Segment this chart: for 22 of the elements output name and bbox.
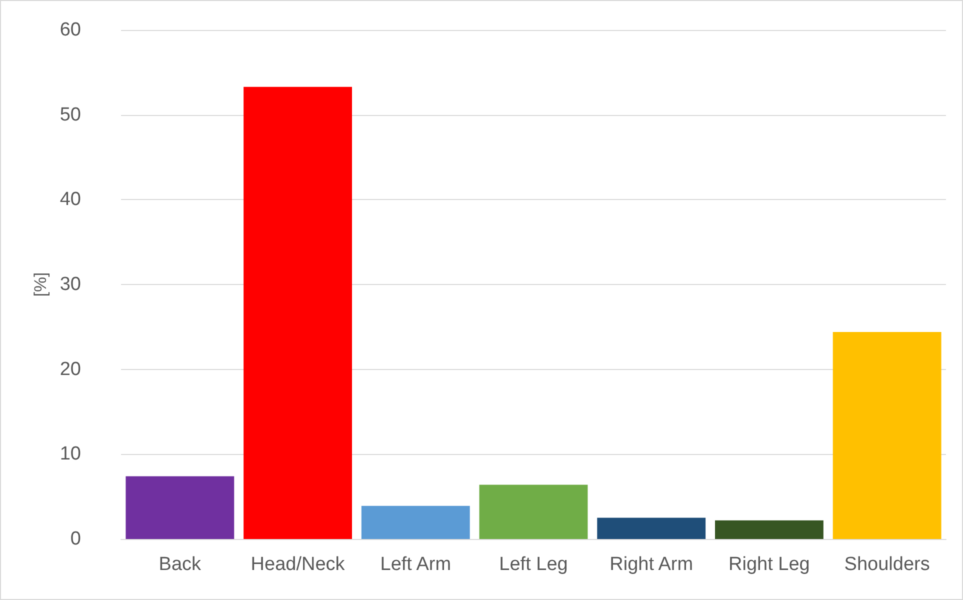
y-tick-label: 0 (70, 528, 81, 550)
y-axis-title: [%] (30, 272, 50, 297)
x-tick-label: Shoulders (844, 554, 930, 575)
y-tick-label: 60 (60, 20, 81, 40)
bar (832, 332, 942, 539)
bar (126, 476, 234, 539)
y-tick-label: 10 (60, 444, 81, 465)
y-tick-label: 40 (60, 189, 81, 210)
x-tick-label: Left Arm (380, 554, 452, 575)
bar (361, 506, 470, 539)
x-tick-label: Right Leg (728, 554, 810, 575)
y-tick-label: 50 (60, 104, 81, 126)
y-tick-label: 30 (60, 274, 81, 295)
x-tick-label: Left Leg (499, 554, 568, 575)
x-tick-label: Right Arm (610, 554, 694, 575)
bar (244, 86, 352, 539)
x-tick-label: Head/Neck (250, 554, 346, 575)
bar (715, 520, 824, 539)
x-tick-label: Back (158, 554, 202, 575)
y-tick-label: 20 (60, 358, 81, 380)
bar (597, 518, 706, 539)
bar (479, 484, 588, 539)
